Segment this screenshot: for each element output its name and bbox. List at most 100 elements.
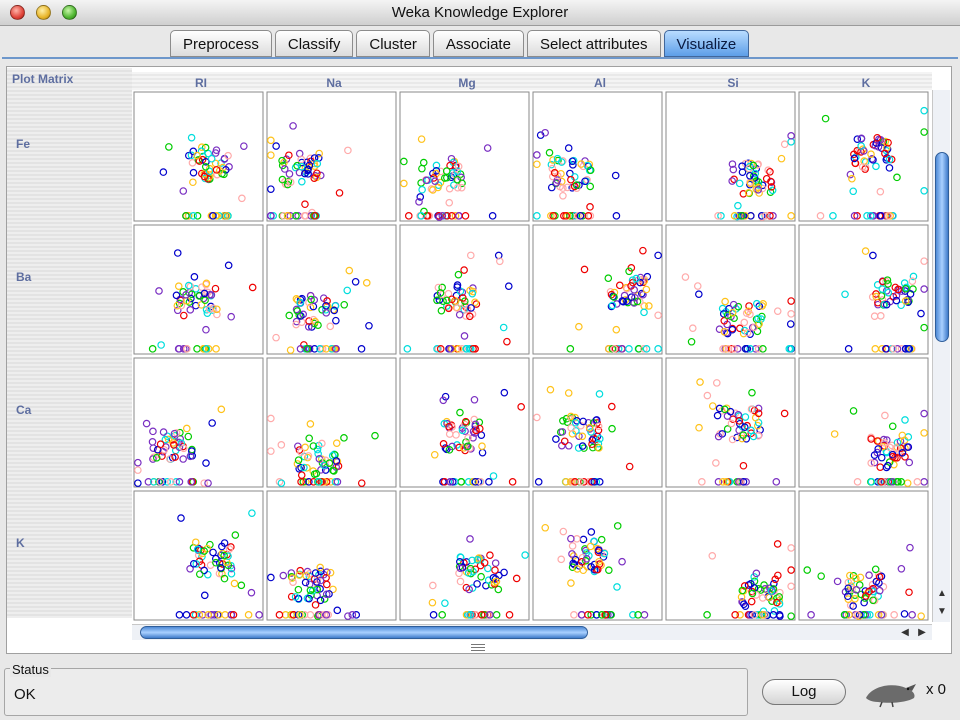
- scatter-point: [730, 345, 738, 353]
- tab-preprocess[interactable]: Preprocess: [170, 30, 272, 57]
- scatter-cell[interactable]: [399, 91, 530, 222]
- log-button[interactable]: Log: [762, 679, 846, 705]
- tab-select-attributes[interactable]: Select attributes: [526, 30, 661, 57]
- vertical-scrollbar[interactable]: ▲ ▼: [932, 90, 950, 622]
- scatter-point: [293, 161, 301, 170]
- scatter-point: [612, 325, 621, 334]
- scatter-point: [552, 178, 561, 187]
- status-message: OK: [14, 686, 36, 703]
- scatter-point: [316, 567, 325, 576]
- scatter-cell[interactable]: [266, 490, 397, 621]
- down-arrow-icon[interactable]: ▼: [937, 606, 947, 617]
- scatter-point: [735, 419, 744, 428]
- scatter-point: [762, 212, 770, 220]
- left-arrow-icon[interactable]: ◀: [901, 627, 909, 638]
- scatter-point: [279, 571, 288, 580]
- scatter-point: [301, 578, 310, 587]
- tab-cluster[interactable]: Cluster: [356, 30, 430, 57]
- scatter-point: [767, 177, 775, 186]
- scatter-point: [486, 551, 494, 560]
- scatter-point: [728, 308, 737, 317]
- scatter-point: [645, 302, 653, 310]
- scatter-point: [454, 162, 463, 171]
- scatter-point: [453, 167, 462, 175]
- scatter-cell[interactable]: [399, 490, 530, 621]
- scatter-point: [900, 610, 909, 618]
- scatter-point: [322, 580, 331, 589]
- scatter-point: [584, 611, 592, 619]
- scatter-point: [314, 321, 322, 329]
- scatter-cell[interactable]: [798, 224, 929, 355]
- tab-visualize[interactable]: Visualize: [663, 30, 750, 57]
- scatter-point: [403, 345, 412, 353]
- scatter-point: [458, 179, 466, 188]
- scatter-point: [635, 345, 643, 353]
- scatter-points: [272, 266, 373, 354]
- scatter-point: [898, 449, 907, 457]
- scatter-point: [277, 479, 286, 487]
- scatter-point: [456, 564, 465, 573]
- scatter-cell[interactable]: [798, 357, 929, 488]
- scatter-point: [870, 451, 879, 459]
- tab-associate[interactable]: Associate: [432, 30, 524, 57]
- scatter-point: [179, 187, 188, 195]
- up-arrow-icon[interactable]: ▲: [937, 588, 947, 599]
- scatter-point: [568, 157, 577, 166]
- scatter-point: [872, 290, 880, 298]
- horizontal-scrollbar[interactable]: ◀ ▶: [132, 624, 932, 640]
- scatter-cell[interactable]: [399, 357, 530, 488]
- scatter-point: [867, 435, 875, 443]
- scatter-point: [758, 594, 767, 602]
- scatter-point: [357, 345, 366, 353]
- scatter-point: [174, 282, 183, 291]
- window-minimize-button[interactable]: [36, 5, 51, 20]
- scatter-point: [549, 156, 557, 164]
- scatter-point: [578, 432, 587, 441]
- scatter-point: [170, 441, 178, 449]
- scatter-point: [322, 301, 330, 310]
- scatter-point: [878, 442, 887, 451]
- right-arrow-icon[interactable]: ▶: [918, 627, 926, 638]
- scatter-point: [417, 212, 426, 220]
- scatter-point: [848, 585, 856, 593]
- horizontal-scroll-thumb[interactable]: [140, 626, 588, 639]
- scatter-point: [583, 176, 591, 184]
- scatter-point: [439, 440, 448, 448]
- scatter-point: [220, 551, 228, 560]
- scatter-cell[interactable]: [133, 357, 264, 488]
- scatter-cell[interactable]: [266, 224, 397, 355]
- scatter-cell[interactable]: [665, 91, 796, 222]
- scatter-point: [575, 322, 583, 331]
- scatter-point: [462, 611, 471, 619]
- scatter-matrix[interactable]: [132, 90, 932, 624]
- scatter-points: [695, 378, 789, 486]
- scatter-point: [610, 293, 618, 301]
- scatter-point: [564, 389, 573, 397]
- scatter-point: [212, 558, 220, 567]
- tab-classify[interactable]: Classify: [274, 30, 354, 57]
- scatter-point: [754, 181, 763, 189]
- scatter-point: [200, 345, 208, 353]
- vertical-scroll-thumb[interactable]: [935, 152, 949, 342]
- window-close-button[interactable]: [10, 5, 25, 20]
- scatter-cell[interactable]: [532, 224, 663, 355]
- scatter-point: [200, 566, 208, 575]
- scatter-cell[interactable]: [665, 357, 796, 488]
- scatter-point: [719, 478, 727, 486]
- scatter-point: [184, 281, 193, 290]
- scatter-point: [315, 149, 323, 158]
- scatter-point: [461, 300, 470, 309]
- scatter-point: [894, 285, 902, 294]
- scatter-point: [200, 289, 209, 298]
- scatter-point: [335, 189, 344, 197]
- scatter-point: [746, 611, 754, 619]
- scatter-cell[interactable]: [532, 490, 663, 621]
- scatter-point: [585, 423, 594, 432]
- scatter-point: [746, 345, 755, 353]
- scatter-cell[interactable]: [798, 91, 929, 222]
- window-zoom-button[interactable]: [62, 5, 77, 20]
- scatter-point: [905, 588, 913, 597]
- scatter-point: [333, 606, 342, 615]
- scatter-point: [830, 430, 839, 438]
- split-pane-grip[interactable]: [471, 644, 485, 651]
